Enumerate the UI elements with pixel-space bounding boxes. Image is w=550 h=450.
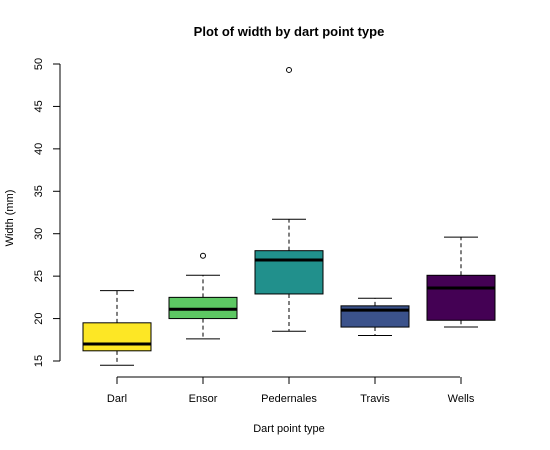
y-tick-label: 25	[33, 270, 45, 282]
y-axis-label: Width (mm)	[4, 190, 16, 247]
box-pedernales	[254, 66, 324, 332]
x-tick-label: Pedernales	[261, 393, 317, 405]
box-darl	[82, 290, 152, 366]
y-tick-label: 20	[33, 312, 45, 324]
x-tick-label: Travis	[360, 393, 390, 405]
box-wells	[426, 236, 496, 328]
box-travis	[340, 297, 410, 337]
outlier-point	[286, 66, 292, 73]
y-tick-label: 15	[33, 355, 45, 367]
x-tick-label: Darl	[107, 393, 127, 405]
y-tick-label: 35	[33, 185, 45, 197]
x-axis-label: Dart point type	[253, 423, 325, 435]
x-tick-label: Wells	[448, 393, 475, 405]
outlier-point	[200, 252, 206, 259]
y-axis-ticks: 15 20 25 30 35 40 45 50	[33, 58, 60, 367]
y-tick-label: 45	[33, 100, 45, 112]
x-axis-ticks: Darl Ensor Pedernales Travis Wells	[107, 377, 475, 405]
y-tick-label: 40	[33, 143, 45, 155]
y-tick-label: 50	[33, 58, 45, 70]
chart-title: Plot of width by dart point type	[194, 24, 385, 39]
iqr-box	[426, 274, 496, 321]
x-tick-label: Ensor	[189, 393, 218, 405]
iqr-box	[82, 322, 152, 352]
box-ensor	[168, 252, 238, 340]
iqr-box	[254, 250, 324, 295]
boxes-group	[82, 66, 496, 366]
y-tick-label: 30	[33, 228, 45, 240]
